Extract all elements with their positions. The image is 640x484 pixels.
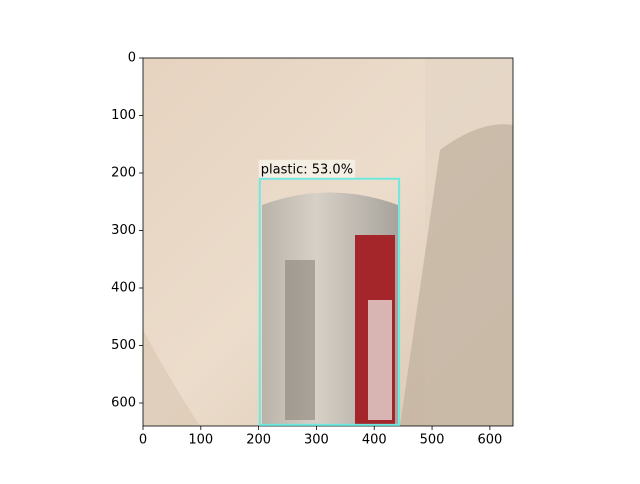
axes-frame: [142, 57, 514, 427]
y-tick-label: 100: [111, 108, 136, 123]
jar-inner: [285, 260, 315, 420]
shadow: [400, 124, 513, 426]
bounding-box: [258, 177, 401, 426]
y-tick-label: 600: [111, 396, 136, 411]
y-tick-label: 500: [111, 338, 136, 353]
label-background: [258, 159, 356, 178]
x-tick-label: 400: [362, 433, 387, 448]
x-tick-label: 100: [188, 433, 213, 448]
y-tick-label: 400: [111, 281, 136, 296]
x-tick-label: 0: [139, 433, 147, 448]
jar-label-text: [368, 300, 392, 420]
y-tick-label: 200: [111, 166, 136, 181]
y-tick-label: 300: [111, 223, 136, 238]
x-tick-label: 600: [477, 433, 502, 448]
y-tick-label: 0: [128, 51, 136, 66]
x-tick-label: 500: [420, 433, 445, 448]
x-tick-label: 300: [304, 433, 329, 448]
photo: [143, 58, 513, 426]
shadow: [143, 330, 200, 426]
detection-label: plastic: 53.0%: [261, 162, 353, 177]
x-tick-label: 200: [246, 433, 271, 448]
overlay: 0 100 200 300 400 500 600 0 100 200 300 400 500 600 pl…: [111, 51, 502, 448]
